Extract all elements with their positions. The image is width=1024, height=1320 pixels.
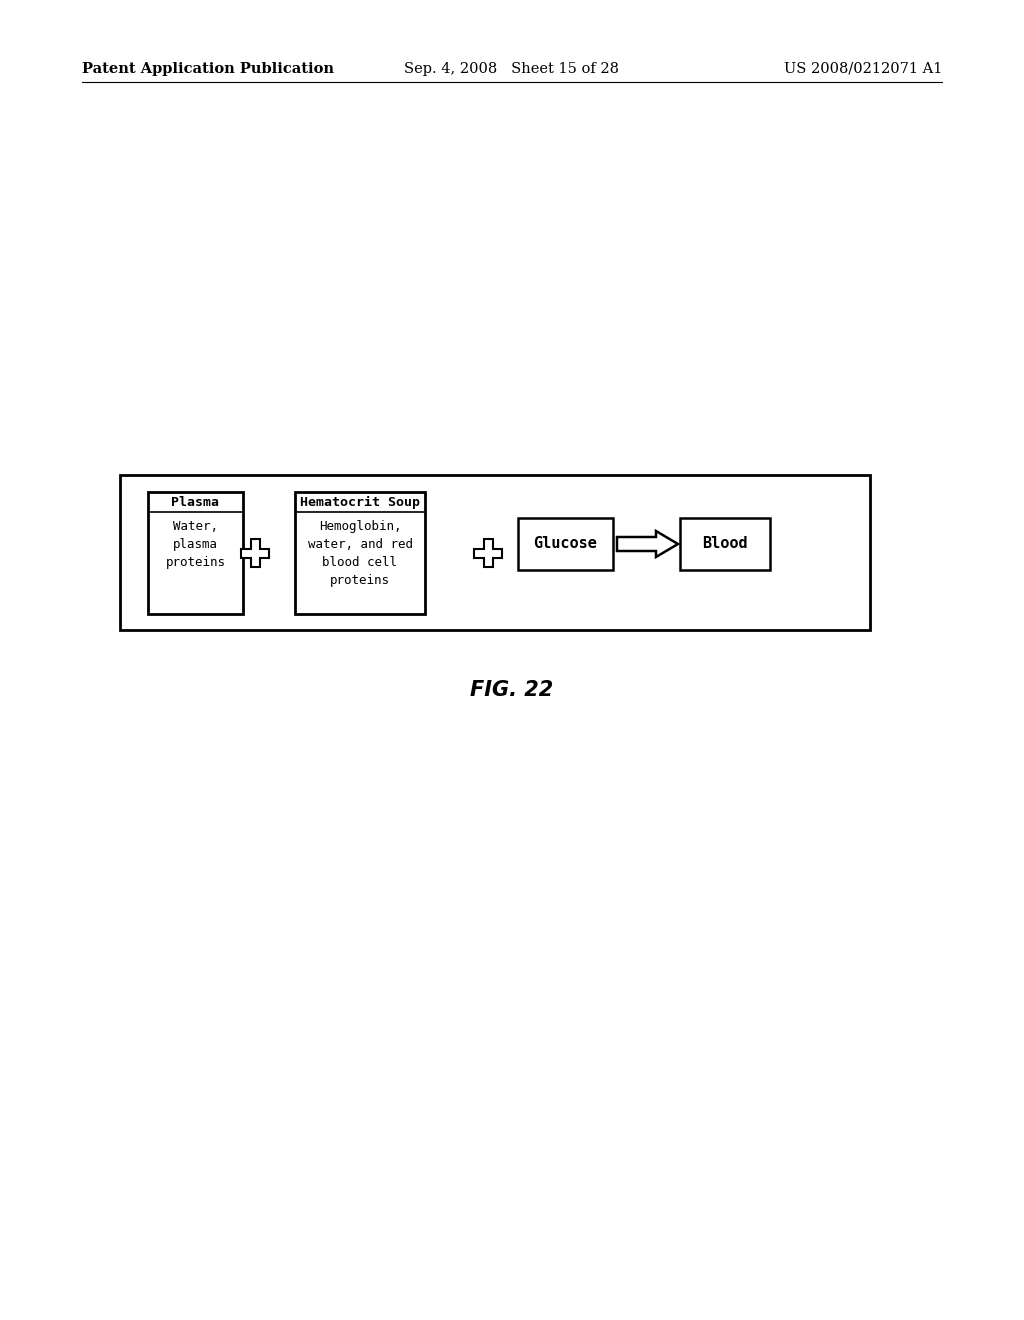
Polygon shape [474,539,502,568]
Bar [518,517,613,570]
Text: Sep. 4, 2008   Sheet 15 of 28: Sep. 4, 2008 Sheet 15 of 28 [404,62,620,77]
Text: Hemoglobin,
water, and red
blood cell
proteins: Hemoglobin, water, and red blood cell pr… [307,520,413,587]
Text: Glucose: Glucose [534,536,597,552]
Text: FIG. 22: FIG. 22 [470,680,554,700]
Bar [680,517,770,570]
Polygon shape [241,539,269,568]
Bar [295,492,425,614]
Text: Water,
plasma
proteins: Water, plasma proteins [166,520,225,569]
Text: Plasma: Plasma [171,496,219,510]
Bar [148,492,243,614]
Bar [120,475,870,630]
Text: US 2008/0212071 A1: US 2008/0212071 A1 [783,62,942,77]
Polygon shape [617,531,678,557]
Text: Patent Application Publication: Patent Application Publication [82,62,334,77]
Text: Blood: Blood [702,536,748,552]
Text: Hematocrit Soup: Hematocrit Soup [300,496,420,510]
